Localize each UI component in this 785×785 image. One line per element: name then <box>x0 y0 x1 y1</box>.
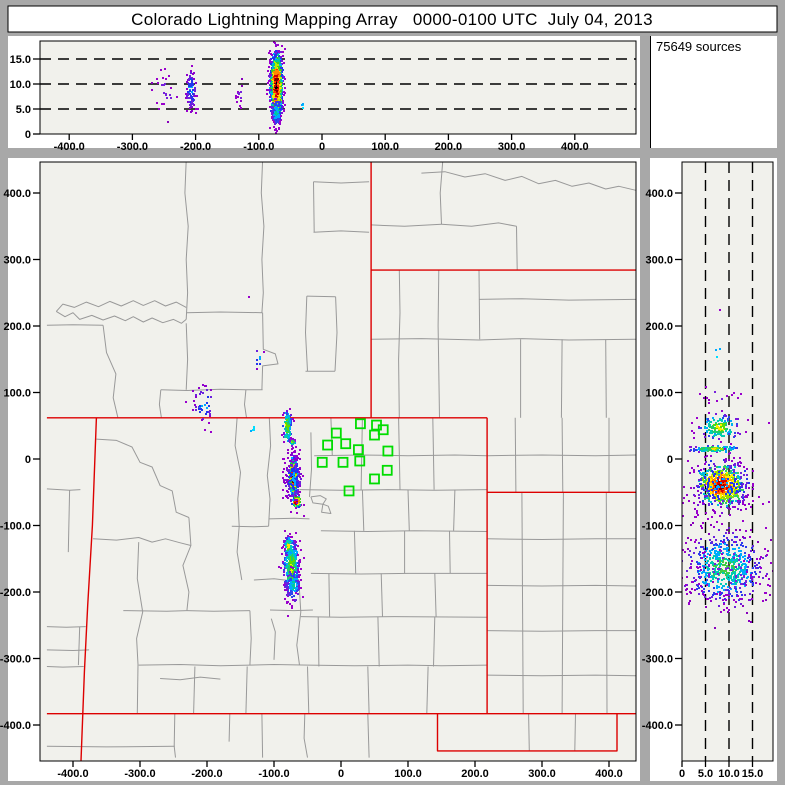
station-square-icon <box>355 418 366 430</box>
lightning-source-points <box>151 41 304 134</box>
plan-view-map-plot: -400.0 -300.0 -200.0 -100.0 0 100.0 200.0 300.0… <box>0 161 637 780</box>
y-tick-label: 10.0 <box>10 79 31 91</box>
x-tick-label: 10.0 <box>718 768 739 780</box>
y-tick-label: 0 <box>667 454 673 466</box>
y-tick-label: 300.0 <box>3 255 31 267</box>
y-axis-ticks: 400.0 300.0 200.0 100.0 0 -100.0 -200.0 -300.0 -… <box>0 188 40 732</box>
station-square-icon <box>322 439 334 451</box>
y-tick-label: -200.0 <box>642 587 673 599</box>
figure-title: Colorado Lightning Mapping Array 0000-01… <box>131 10 653 29</box>
altitude-ew-plot: -400.0 -300.0 -200.0 -100.0 0 100.0 200.0 300.0… <box>10 40 637 153</box>
y-tick-label: 400.0 <box>645 188 673 200</box>
plot-content <box>46 162 636 761</box>
plot-content <box>682 162 773 761</box>
x-tick-label: -300.0 <box>117 141 148 153</box>
y-tick-label: -400.0 <box>0 720 31 732</box>
y-tick-label: -400.0 <box>642 720 673 732</box>
x-tick-label: 0 <box>319 141 325 153</box>
y-tick-label: 100.0 <box>3 388 31 400</box>
y-tick-label: 15.0 <box>10 54 31 66</box>
title-bar <box>7 5 778 33</box>
x-axis-ticks: -400.0 -300.0 -200.0 -100.0 0 100.0 200.0 300.0… <box>54 134 589 153</box>
plot-border <box>681 161 774 762</box>
station-square-icon <box>369 473 380 485</box>
station-square-icon <box>369 429 380 441</box>
y-tick-label: -300.0 <box>642 654 673 666</box>
x-tick-label: 100.0 <box>394 768 422 780</box>
x-tick-label: 200.0 <box>461 768 489 780</box>
y-tick-label: 0 <box>25 129 31 141</box>
station-square-icon <box>343 485 355 497</box>
y-tick-label: 200.0 <box>645 321 673 333</box>
station-square-icon <box>353 444 364 456</box>
plot-background <box>682 162 773 761</box>
station-square-icon <box>330 427 342 439</box>
x-tick-label: -200.0 <box>191 768 222 780</box>
y-axis-ticks: 15.0 10.0 5.0 0 <box>10 54 40 141</box>
x-tick-label: 300.0 <box>528 768 556 780</box>
x-axis-ticks: -400.0 -300.0 -200.0 -100.0 0 100.0 200.0 300.0… <box>57 761 623 780</box>
y-axis-ticks: 400.0 300.0 200.0 100.0 0 -100.0 -200.0 -300.0 -… <box>642 188 682 732</box>
sources-count: 75649 sources <box>656 39 742 54</box>
plot-border <box>39 161 637 762</box>
y-tick-label: 100.0 <box>645 388 673 400</box>
lma-station-markers <box>316 418 394 497</box>
x-tick-label: 0 <box>679 768 685 780</box>
state-lines <box>46 162 636 761</box>
altitude-dashed-gridlines <box>40 58 636 110</box>
x-tick-label: 15.0 <box>742 768 763 780</box>
station-square-icon <box>340 438 352 450</box>
x-tick-label: 400.0 <box>561 141 589 153</box>
station-square-icon <box>354 455 366 467</box>
x-tick-label: -400.0 <box>57 768 88 780</box>
y-tick-label: -200.0 <box>0 587 31 599</box>
y-tick-label: 5.0 <box>16 104 31 116</box>
station-square-icon <box>337 456 349 468</box>
lightning-source-points <box>682 309 773 629</box>
y-tick-label: -100.0 <box>642 521 673 533</box>
x-axis-ticks: 0 5.0 10.0 15.0 <box>679 761 763 780</box>
y-tick-label: 400.0 <box>3 188 31 200</box>
x-tick-label: 200.0 <box>435 141 463 153</box>
x-tick-label: 400.0 <box>595 768 623 780</box>
plot-content <box>40 41 636 134</box>
altitude-ns-plot: 0 5.0 10.0 15.0 400.0 300.0 200.0 100.0 0 -100.0 -… <box>642 161 774 780</box>
y-tick-label: -100.0 <box>0 521 31 533</box>
x-tick-label: -400.0 <box>54 141 85 153</box>
x-tick-label: 300.0 <box>498 141 526 153</box>
x-tick-label: -100.0 <box>258 768 289 780</box>
x-tick-label: -300.0 <box>124 768 155 780</box>
x-tick-label: 0 <box>338 768 344 780</box>
station-square-icon <box>382 445 394 457</box>
y-tick-label: -300.0 <box>0 654 31 666</box>
station-square-icon <box>381 464 393 476</box>
x-tick-label: -200.0 <box>180 141 211 153</box>
plot-background <box>40 41 636 134</box>
y-tick-label: 300.0 <box>645 255 673 267</box>
x-tick-label: 5.0 <box>698 768 713 780</box>
y-tick-label: 0 <box>25 454 31 466</box>
x-tick-label: -100.0 <box>243 141 274 153</box>
lightning-source-points <box>185 296 305 617</box>
station-square-icon <box>316 456 328 468</box>
y-tick-label: 200.0 <box>3 321 31 333</box>
altitude-dashed-gridlines <box>704 162 754 761</box>
x-tick-label: 100.0 <box>371 141 399 153</box>
panel-sources <box>650 36 777 148</box>
plot-border <box>39 40 637 135</box>
